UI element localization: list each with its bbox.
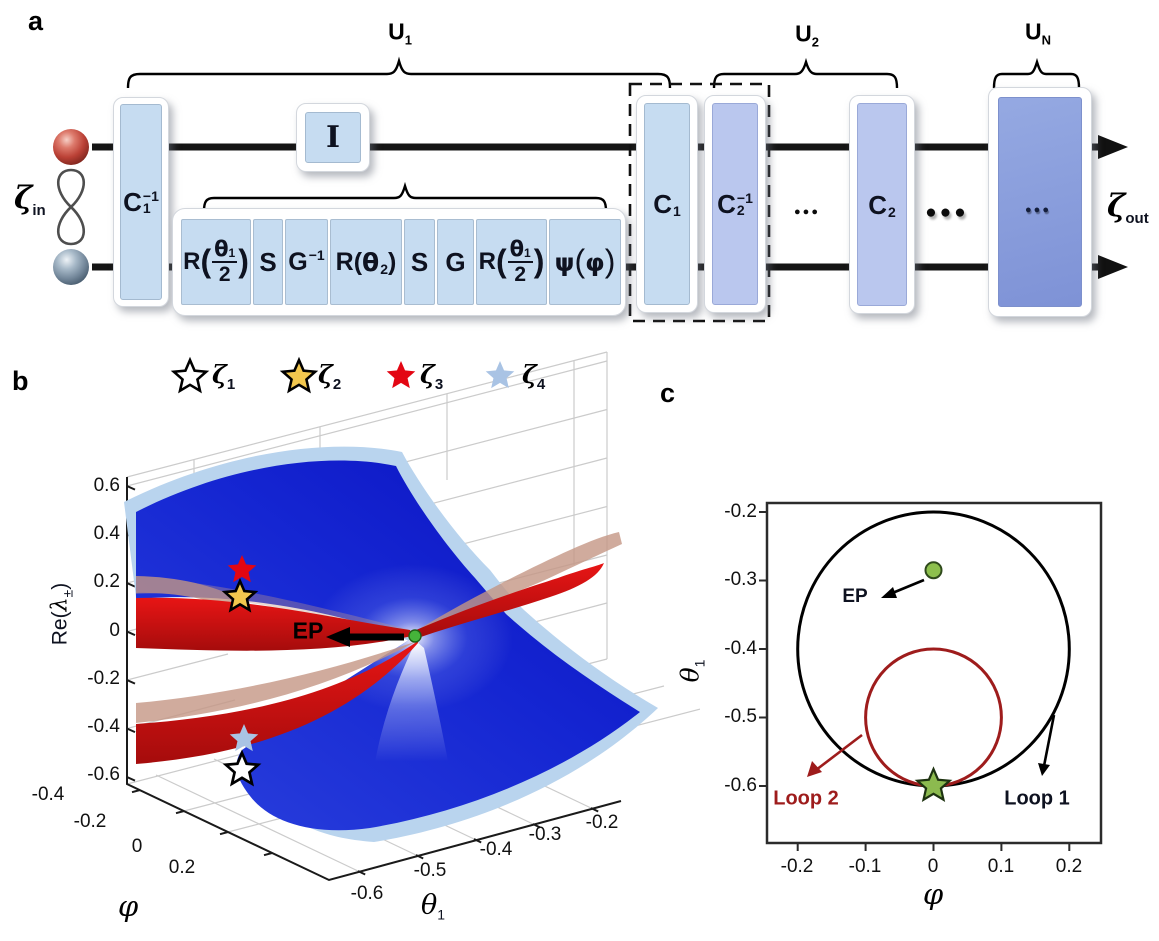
- ep-dot-3d: [408, 629, 422, 643]
- qubit-sphere-red: [53, 129, 89, 165]
- brace-u2: [712, 57, 899, 89]
- gate-r-theta1-half-1: R(θ 1 2): [181, 219, 251, 305]
- c-loop1-arrow: [1038, 714, 1056, 776]
- legend-star-blue: [485, 361, 515, 389]
- gate-g: G: [437, 219, 474, 305]
- entanglement-infinity-icon: [56, 168, 86, 246]
- gate-r-theta2: R(θ 2): [330, 219, 402, 305]
- gate-c2-inverse: C −1 2: [704, 95, 766, 313]
- gate-g-inverse: G −1: [285, 219, 328, 305]
- gate-s-2: S: [404, 219, 435, 305]
- gate-r-theta1-half-2: R(θ 1 2): [476, 219, 547, 305]
- brace-un: [992, 57, 1081, 89]
- surface-plot: [124, 351, 700, 882]
- gate-c1-inverse: C −1 1: [113, 97, 169, 307]
- gate-s-1: S: [253, 219, 283, 305]
- arrowhead-top: [1098, 135, 1128, 159]
- brace-u1: [126, 56, 672, 89]
- gate-un-block: [988, 87, 1092, 317]
- arrowhead-bottom: [1098, 255, 1128, 279]
- c-ep-dot: [924, 561, 943, 580]
- legend-star-white: [174, 360, 206, 391]
- gate-psi-phi: ψ(φ): [549, 219, 621, 305]
- gate-identity: I: [296, 103, 370, 172]
- legend-star-gold: [283, 360, 315, 391]
- c-ticks: [759, 511, 1071, 851]
- ep-arrow-3d: [326, 627, 404, 647]
- axes-3d: [126, 477, 622, 882]
- c-loop2-arrow: [807, 733, 863, 777]
- dashed-group-box: [628, 82, 771, 323]
- brace-inner: [202, 181, 608, 212]
- legend-star-red: [386, 361, 416, 389]
- loop-plot: [759, 501, 1103, 851]
- c-ep-arrow: [881, 578, 925, 598]
- surface-blue: [136, 460, 640, 831]
- qubit-sphere-grey: [53, 249, 89, 285]
